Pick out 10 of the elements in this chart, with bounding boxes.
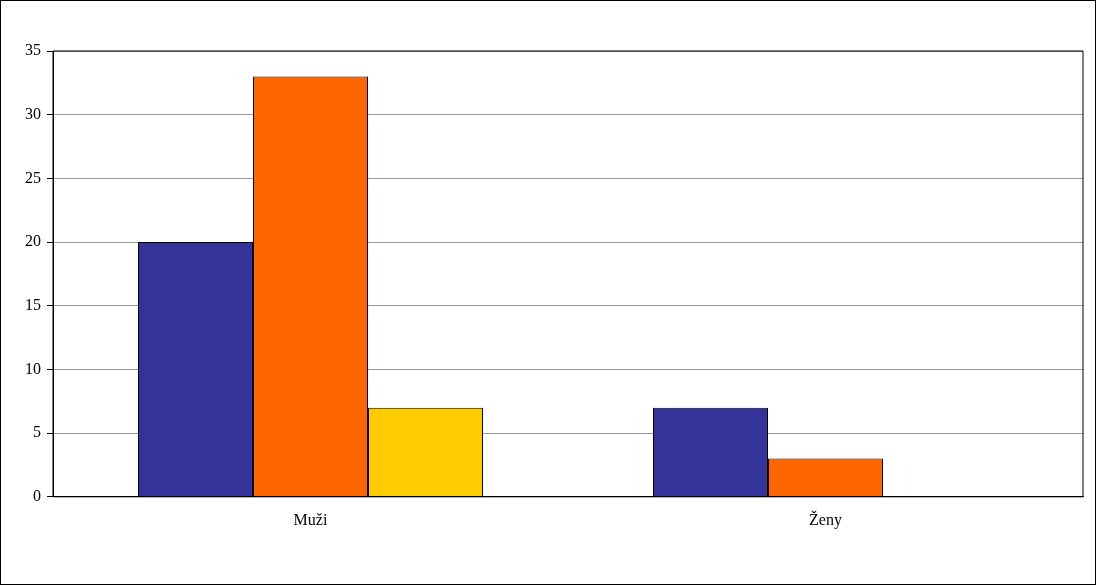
y-tick-label: 5 [33,423,41,441]
y-tick-label: 10 [25,359,41,377]
y-tick-label: 15 [25,295,41,313]
y-tick-label: 35 [25,41,41,59]
y-tick-label: 30 [25,104,41,122]
y-tick-label: 20 [25,232,41,250]
y-tick-label: 25 [25,168,41,186]
x-tick-label: Muži [293,510,328,528]
x-tick-label: Ženy [809,509,842,529]
y-tick-label: 0 [33,487,41,504]
